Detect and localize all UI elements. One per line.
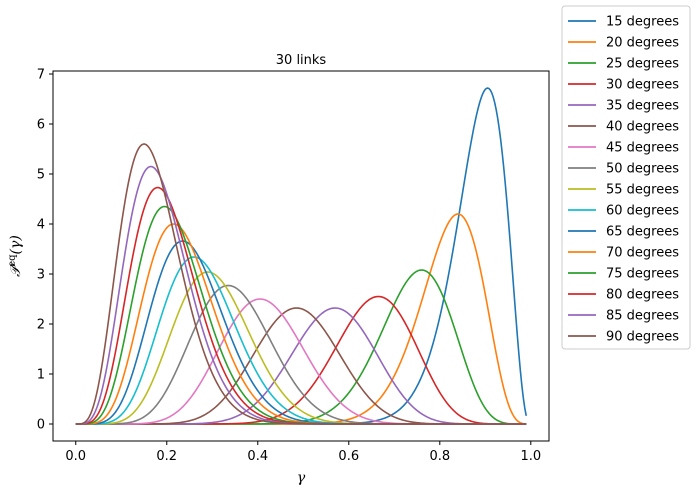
legend-entry: 75 degrees: [606, 267, 679, 282]
plot-area: [75, 87, 528, 425]
x-tick-label: 0.0: [65, 449, 86, 464]
series-line: [75, 143, 527, 425]
y-axis-label-superscript: eq: [7, 254, 18, 267]
legend-entry: 50 degrees: [606, 162, 679, 177]
y-tick-label: 7: [37, 68, 45, 83]
x-tick-label: 0.2: [156, 449, 177, 464]
legend-entry: 35 degrees: [606, 99, 679, 114]
legend: 15 degrees 20 degrees 25 degrees 30 degrees…: [561, 5, 691, 350]
legend-entry: 45 degrees: [606, 141, 679, 156]
legend-entry: 85 degrees: [606, 309, 679, 324]
series-line: [75, 284, 527, 425]
series-line: [75, 307, 527, 425]
y-axis-label: 𝒫eq(γ): [7, 235, 24, 277]
legend-entry: 90 degrees: [606, 330, 679, 345]
x-tick-label: 0.8: [429, 449, 450, 464]
x-tick-label: 0.6: [338, 449, 359, 464]
legend-entry: 15 degrees: [606, 15, 679, 30]
legend-entry: 30 degrees: [606, 78, 679, 93]
y-tick-label: 0: [37, 418, 45, 433]
legend-entry: 55 degrees: [606, 183, 679, 198]
y-axis-ticks: 0 1 2 3 4 5 6 7: [37, 68, 53, 433]
legend-frame: [561, 5, 691, 350]
legend-entry: 20 degrees: [606, 36, 679, 51]
series-line: [75, 223, 527, 425]
legend-entry: 40 degrees: [606, 120, 679, 135]
legend-entry: 60 degrees: [606, 204, 679, 219]
chart-title: 30 links: [276, 53, 327, 68]
legend-entry: 80 degrees: [606, 288, 679, 303]
legend-entry: 65 degrees: [606, 225, 679, 240]
y-tick-label: 2: [37, 318, 45, 333]
y-tick-label: 4: [37, 218, 45, 233]
y-tick-label: 6: [37, 118, 45, 133]
y-tick-label: 1: [37, 368, 45, 383]
y-tick-label: 5: [37, 168, 45, 183]
series-line: [75, 240, 527, 425]
legend-entry: 25 degrees: [606, 57, 679, 72]
x-tick-label: 1.0: [520, 449, 541, 464]
series-line: [75, 298, 527, 425]
y-axis-label-argument: (γ): [8, 235, 24, 254]
y-tick-label: 3: [37, 268, 45, 283]
series-line: [75, 295, 527, 425]
legend-entry: 70 degrees: [606, 246, 679, 261]
x-axis-label: γ: [297, 470, 306, 486]
axes-frame: [52, 70, 550, 442]
x-tick-label: 0.4: [247, 449, 268, 464]
series-line: [75, 307, 527, 425]
series-line: [75, 186, 527, 425]
x-axis-ticks: 0.0 0.2 0.4 0.6 0.8 1.0: [65, 441, 541, 464]
